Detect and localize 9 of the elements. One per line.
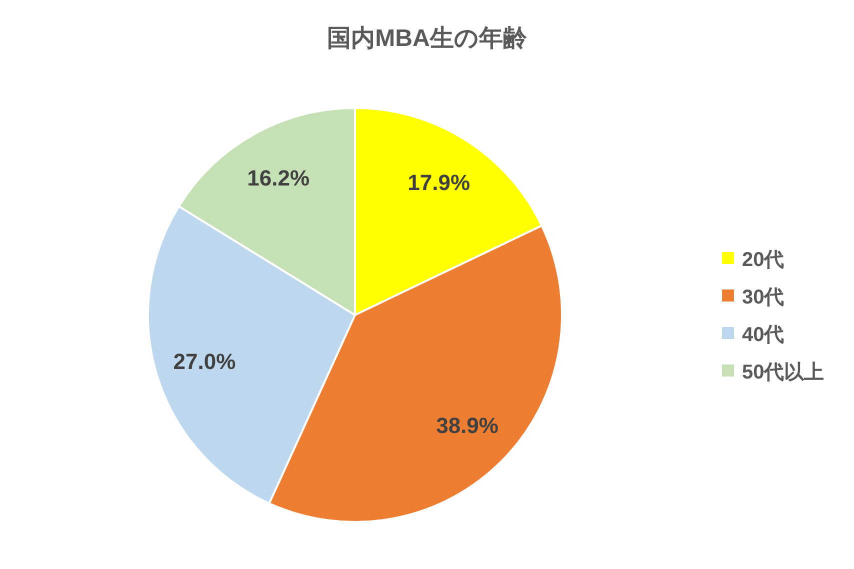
- legend-label: 40代: [742, 324, 784, 346]
- legend-label: 20代: [742, 249, 784, 271]
- data-label: 16.2%: [247, 166, 310, 191]
- chart-title: 国内MBA生の年齢: [327, 25, 528, 52]
- data-label: 27.0%: [173, 348, 236, 374]
- legend-label: 30代: [742, 286, 784, 308]
- data-label: 38.9%: [436, 413, 498, 438]
- legend-label: 50代以上: [742, 362, 824, 384]
- data-label: 17.9%: [408, 170, 470, 195]
